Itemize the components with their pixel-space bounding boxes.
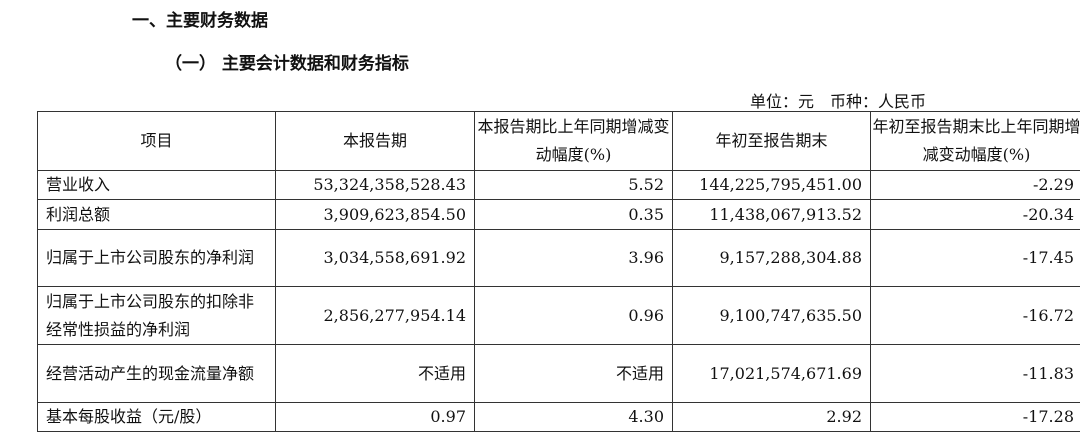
- cell-value: 0.35: [474, 199, 673, 230]
- row-label: 归属于上市公司股东的扣除非经常性损益的净利润: [37, 286, 276, 345]
- column-header: 年初至报告期末比上年同期增减变动幅度(%): [870, 111, 1080, 171]
- column-header: 本报告期比上年同期增减变动幅度(%): [474, 111, 673, 171]
- row-label: 营业收入: [37, 170, 276, 200]
- row-label: 利润总额: [37, 199, 276, 230]
- cell-value: 3.96: [474, 229, 673, 287]
- cell-value: 9,100,747,635.50: [672, 286, 871, 345]
- row-label: 基本每股收益（元/股）: [37, 402, 276, 432]
- cell-value: -11.83: [870, 344, 1080, 403]
- cell-value: 0.96: [474, 286, 673, 345]
- cell-value: 17,021,574,671.69: [672, 344, 871, 403]
- row-label: 归属于上市公司股东的净利润: [37, 229, 276, 287]
- cell-value: -20.34: [870, 199, 1080, 230]
- cell-value: 3,034,558,691.92: [275, 229, 475, 287]
- table-row: 利润总额 3,909,623,854.50 0.35 11,438,067,913.5…: [37, 199, 1080, 230]
- financial-table: 项目 本报告期 本报告期比上年同期增减变动幅度(%) 年初至报告期末 年初至报告…: [37, 111, 1080, 432]
- cell-value: 2.92: [672, 402, 871, 432]
- cell-value: 11,438,067,913.52: [672, 199, 871, 230]
- cell-value: 3,909,623,854.50: [275, 199, 475, 230]
- unit-note: 单位：元 币种：人民币: [750, 92, 927, 111]
- cell-value: 9,157,288,304.88: [672, 229, 871, 287]
- column-header: 项目: [37, 111, 276, 171]
- cell-value: 不适用: [275, 344, 475, 403]
- table-row: 经营活动产生的现金流量净额 不适用 不适用 17,021,574,671.69 -11.…: [37, 344, 1080, 403]
- header-row: 项目 本报告期 本报告期比上年同期增减变动幅度(%) 年初至报告期末 年初至报告…: [37, 111, 1080, 171]
- cell-value: -2.29: [870, 170, 1080, 200]
- cell-value: 不适用: [474, 344, 673, 403]
- cell-value: 53,324,358,528.43: [275, 170, 475, 200]
- cell-value: -16.72: [870, 286, 1080, 345]
- table-row: 归属于上市公司股东的净利润 3,034,558,691.92 3.96 9,157,2…: [37, 229, 1080, 287]
- column-header: 年初至报告期末: [672, 111, 871, 171]
- cell-value: 0.97: [275, 402, 475, 432]
- table-row: 归属于上市公司股东的扣除非经常性损益的净利润 2,856,277,954.14 0.…: [37, 286, 1080, 345]
- cell-value: 2,856,277,954.14: [275, 286, 475, 345]
- cell-value: 5.52: [474, 170, 673, 200]
- row-label: 经营活动产生的现金流量净额: [37, 344, 276, 403]
- cell-value: -17.28: [870, 402, 1080, 432]
- cell-value: 4.30: [474, 402, 673, 432]
- subsection-heading: （一） 主要会计数据和财务指标: [165, 54, 409, 74]
- table-row: 营业收入 53,324,358,528.43 5.52 144,225,795,451…: [37, 170, 1080, 200]
- section-heading: 一、主要财务数据: [132, 11, 268, 31]
- cell-value: -17.45: [870, 229, 1080, 287]
- column-header: 本报告期: [275, 111, 475, 171]
- table-row: 基本每股收益（元/股） 0.97 4.30 2.92 -17.28: [37, 402, 1080, 432]
- cell-value: 144,225,795,451.00: [672, 170, 871, 200]
